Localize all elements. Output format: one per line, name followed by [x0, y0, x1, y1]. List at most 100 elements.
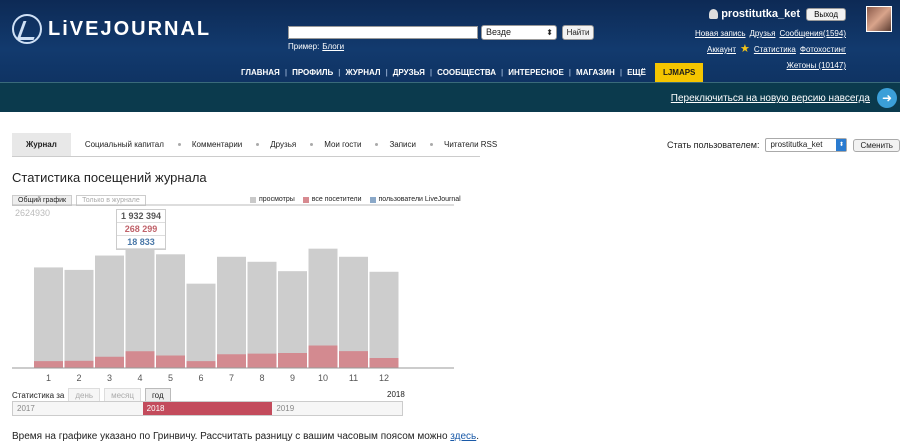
- chevron-down-icon: ⬍: [546, 28, 553, 37]
- footnote-end: .: [476, 431, 480, 442]
- search-example: Пример: Блоги: [288, 42, 344, 51]
- user-box: prostitutka_ket Выход Новая запись Друзья С…: [691, 6, 846, 72]
- tab-posts[interactable]: Записи: [375, 133, 430, 157]
- year-timeline: 2017 2018 2019: [12, 401, 403, 416]
- user-links-row1: Новая запись Друзья Сообщения(1594): [691, 27, 846, 40]
- legend-views: просмотры: [250, 196, 295, 203]
- nav-item-interesting[interactable]: ИНТЕРЕСНОЕ: [508, 68, 564, 77]
- tab-comments[interactable]: Комментарии: [177, 133, 256, 157]
- switch-version-bar: Переключиться на новую версию навсегда ➜: [0, 82, 900, 112]
- tabs-divider: [12, 156, 480, 157]
- chevron-down-icon: ⬍: [836, 139, 847, 151]
- bar-views: [217, 256, 246, 368]
- stats-link[interactable]: Статистика: [753, 45, 796, 54]
- x-tick-label: 2: [76, 373, 81, 383]
- arrow-right-icon[interactable]: ➜: [877, 88, 897, 108]
- main-nav: ГЛАВНАЯ | ПРОФИЛЬ | ЖУРНАЛ | ДРУЗЬЯ | СООБЩЕ…: [236, 63, 704, 82]
- x-tick-label: 7: [229, 373, 234, 383]
- x-tick-label: 4: [137, 373, 142, 383]
- friends-link[interactable]: Друзья: [749, 29, 776, 38]
- x-tick-label: 6: [198, 373, 203, 383]
- bar-visitors: [278, 353, 307, 368]
- become-user: Стать пользователем: prostitutka_ket ⬍ См…: [667, 138, 900, 152]
- bar-views: [34, 267, 63, 368]
- legend-swatch: [302, 196, 309, 203]
- bar-views: [156, 254, 185, 368]
- bar-visitors: [217, 354, 246, 368]
- bar-visitors: [369, 358, 399, 368]
- timezone-footnote: Время на графике указано по Гринвичу. Ра…: [12, 431, 479, 442]
- switch-version-link[interactable]: Переключиться на новую версию навсегда: [670, 93, 870, 104]
- bar-visitors: [95, 356, 124, 368]
- become-user-select[interactable]: prostitutka_ket ⬍: [765, 138, 848, 152]
- year-2018[interactable]: 2018: [142, 402, 273, 415]
- logout-button[interactable]: Выход: [806, 7, 846, 21]
- tab-guests[interactable]: Мои гости: [310, 133, 375, 157]
- become-user-value: prostitutka_ket: [770, 140, 823, 149]
- legend-swatch: [250, 196, 256, 203]
- top-header: LiVEJOURNAL Везде ⬍ Найти Пример: Блоги pr…: [0, 0, 900, 82]
- search-scope-select[interactable]: Везде ⬍: [481, 25, 557, 40]
- legend-swatch: [369, 196, 376, 203]
- year-2019[interactable]: 2019: [276, 404, 295, 413]
- legend-label: просмотры: [259, 196, 295, 203]
- bar-visitors: [125, 351, 155, 368]
- avatar[interactable]: [866, 6, 892, 32]
- bar-visitors: [34, 361, 63, 368]
- nav-item-friends[interactable]: ДРУЗЬЯ: [392, 68, 425, 77]
- legend-label: все посетители: [311, 196, 362, 203]
- x-tick-label: 8: [259, 373, 264, 383]
- tooltip-visitors: 268 299: [117, 223, 165, 236]
- pencil-logo-icon: [12, 14, 42, 44]
- nav-item-shop[interactable]: МАГАЗИН: [576, 68, 615, 77]
- tokens-link[interactable]: Жетоны (10147): [786, 61, 846, 70]
- x-tick-label: 10: [318, 373, 328, 383]
- user-links-row2: Аккаунт ★ Статистика Фотохостинг: [691, 43, 846, 56]
- tooltip-views: 1 932 394: [117, 210, 165, 223]
- photohosting-link[interactable]: Фотохостинг: [799, 45, 846, 54]
- bar-visitors: [186, 361, 216, 368]
- year-2017[interactable]: 2017: [17, 404, 35, 413]
- user-icon: [709, 9, 719, 19]
- become-label: Стать пользователем:: [667, 140, 760, 150]
- account-link[interactable]: Аккаунт: [707, 45, 736, 54]
- nav-item-home[interactable]: ГЛАВНАЯ: [241, 68, 280, 77]
- nav-item-more[interactable]: ЕЩЁ: [627, 68, 646, 77]
- timezone-link[interactable]: здесь: [450, 431, 477, 442]
- page-title: Статистика посещений журнала: [12, 170, 207, 185]
- footnote-text: Время на графике указано по Гринвичу. Ра…: [12, 431, 451, 442]
- example-link[interactable]: Блоги: [322, 42, 345, 51]
- ljmaps-button[interactable]: LJMAPS: [654, 63, 704, 82]
- x-tick-label: 1: [46, 373, 51, 383]
- tab-social-capital[interactable]: Социальный капитал: [84, 140, 164, 149]
- bar-views: [369, 271, 399, 368]
- tab-rss-readers[interactable]: Читатели RSS: [430, 133, 511, 157]
- tab-journal[interactable]: Журнал: [12, 133, 71, 157]
- bar-views: [95, 255, 124, 368]
- y-max-label: 2624930: [15, 208, 50, 218]
- logo-text: LiVEJOURNAL: [48, 17, 212, 40]
- messages-link[interactable]: Сообщения(1594): [779, 29, 846, 38]
- period-year-label: 2018: [387, 390, 405, 399]
- bar-visitors: [308, 345, 338, 368]
- search-button[interactable]: Найти: [562, 25, 594, 40]
- star-icon: ★: [739, 43, 750, 55]
- legend-visitors: все посетители: [302, 196, 362, 203]
- search-input[interactable]: [288, 26, 478, 39]
- bar-views: [125, 247, 155, 368]
- nav-item-profile[interactable]: ПРОФИЛЬ: [292, 68, 334, 77]
- x-tick-label: 5: [168, 373, 173, 383]
- bar-visitors: [339, 351, 368, 368]
- bar-views: [278, 271, 307, 368]
- legend-lj-users: пользователи LiveJournal: [369, 196, 461, 203]
- livejournal-logo[interactable]: LiVEJOURNAL: [12, 12, 211, 46]
- x-tick-label: 9: [290, 373, 295, 383]
- become-user-button[interactable]: Сменить: [853, 138, 900, 152]
- nav-item-journal[interactable]: ЖУРНАЛ: [345, 68, 381, 77]
- new-post-link[interactable]: Новая запись: [695, 29, 746, 38]
- tab-friends[interactable]: Друзья: [256, 133, 310, 157]
- nav-item-communities[interactable]: СООБЩЕСТВА: [437, 68, 496, 77]
- username[interactable]: prostitutka_ket Выход: [709, 7, 846, 21]
- bar-views: [339, 256, 368, 368]
- x-tick-label: 3: [107, 373, 112, 383]
